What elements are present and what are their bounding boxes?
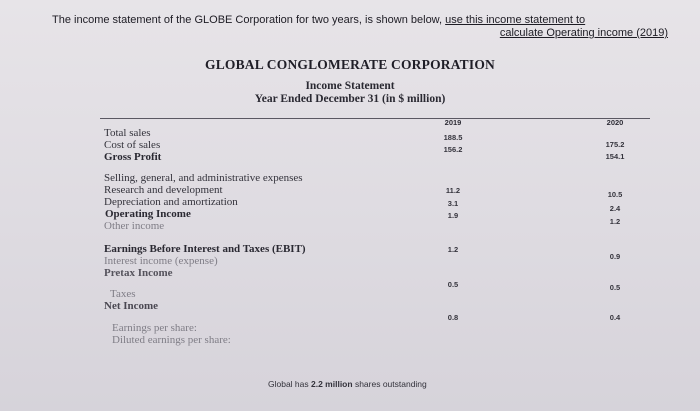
value-2020-depreciation: 1.2 <box>609 217 621 226</box>
header-rule <box>100 118 650 119</box>
value-2019-total-sales: 188.5 <box>443 133 463 142</box>
row-label-interest: Interest income (expense) <box>104 255 218 267</box>
value-2019-other-income: 1.2 <box>447 245 459 254</box>
row-label-pretax-income: Pretax Income <box>104 267 173 279</box>
question-prompt: The income statement of the GLOBE Corpor… <box>52 14 672 40</box>
footnote-shares: 2.2 million <box>311 379 353 389</box>
row-label-operating-income: Operating Income <box>105 208 191 220</box>
statement-title: Income Statement <box>305 80 395 92</box>
row-label-sga: Selling, general, and administrative exp… <box>104 172 303 184</box>
row-label-net-income: Net Income <box>104 300 159 312</box>
value-2020-cost-of-sales: 154.1 <box>605 152 625 161</box>
value-2020-interest: 0.5 <box>609 283 621 292</box>
statement-period: Year Ended December 31 (in $ million) <box>254 93 446 105</box>
value-2020-rnd: 2.4 <box>609 204 621 213</box>
value-2019-interest: 0.5 <box>447 280 459 289</box>
row-label-taxes: Taxes <box>110 288 136 300</box>
row-label-rnd: Research and development <box>104 184 223 196</box>
footnote-text-a: Global has <box>268 379 311 389</box>
prompt-instruction-cont: calculate Operating income (2019) <box>499 27 668 39</box>
column-header-2020: 2020 <box>606 118 624 127</box>
value-2020-sga: 10.5 <box>607 190 623 199</box>
row-label-cost-of-sales: Cost of sales <box>104 139 161 151</box>
shares-outstanding-note: Global has 2.2 million shares outstandin… <box>268 379 427 389</box>
row-label-other-income: Other income <box>104 220 165 232</box>
prompt-instruction: use this income statement to <box>445 14 586 26</box>
value-2020-taxes: 0.4 <box>609 313 621 322</box>
value-2019-rnd: 3.1 <box>447 199 459 208</box>
column-header-2019: 2019 <box>444 118 462 127</box>
row-label-gross-profit: Gross Profit <box>104 151 162 163</box>
value-2019-taxes: 0.8 <box>447 313 459 322</box>
row-label-total-sales: Total sales <box>104 127 151 139</box>
footnote-text-c: shares outstanding <box>352 379 427 389</box>
value-2019-depreciation: 1.9 <box>447 211 459 220</box>
company-name: GLOBAL CONGLOMERATE CORPORATION <box>205 57 495 72</box>
value-2019-sga: 11.2 <box>445 186 461 195</box>
value-2019-cost-of-sales: 156.2 <box>443 145 463 154</box>
row-label-diluted-eps: Diluted earnings per share: <box>112 334 231 346</box>
row-label-eps: Earnings per share: <box>112 322 197 334</box>
value-2020-other-income: 0.9 <box>609 252 621 261</box>
row-label-ebit: Earnings Before Interest and Taxes (EBIT… <box>104 243 306 255</box>
value-2020-total-sales: 175.2 <box>605 140 625 149</box>
prompt-text: The income statement of the GLOBE Corpor… <box>52 14 446 26</box>
row-label-depreciation: Depreciation and amortization <box>104 196 238 208</box>
